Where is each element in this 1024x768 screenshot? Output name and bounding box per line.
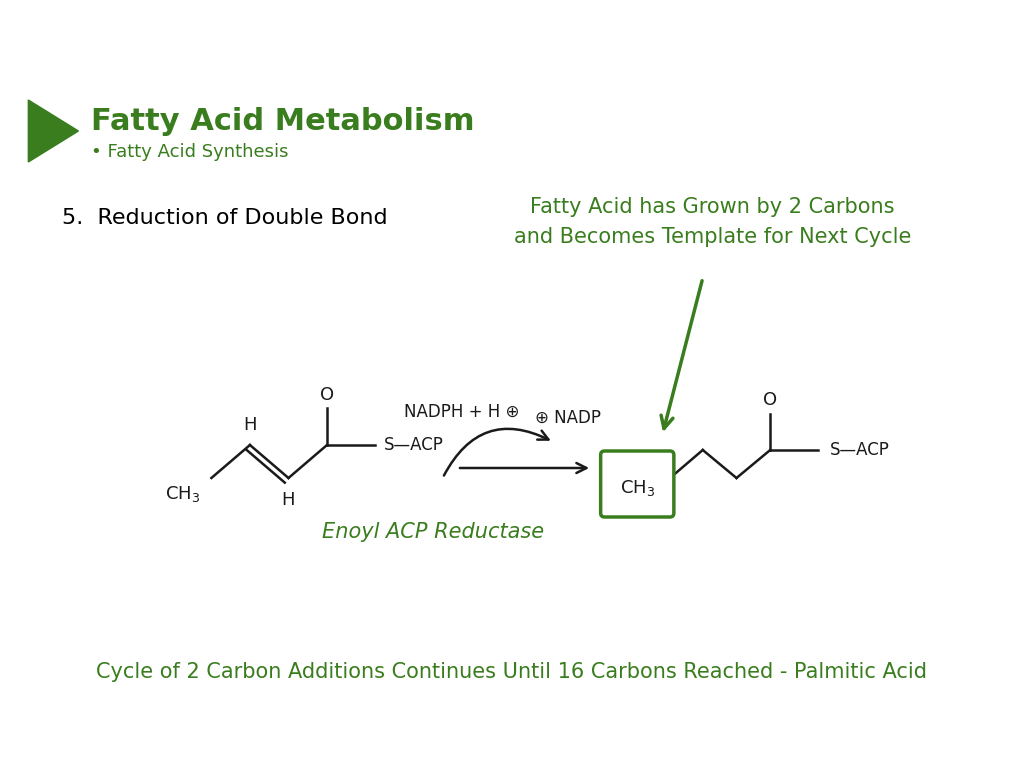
Text: • Fatty Acid Synthesis: • Fatty Acid Synthesis — [91, 143, 289, 161]
Text: 5.  Reduction of Double Bond: 5. Reduction of Double Bond — [62, 208, 388, 228]
Text: $\mathregular{CH_3}$: $\mathregular{CH_3}$ — [620, 478, 655, 498]
Text: H: H — [282, 491, 295, 509]
Text: O: O — [319, 386, 334, 404]
Text: $\mathregular{CH_3}$: $\mathregular{CH_3}$ — [165, 484, 200, 504]
Text: H: H — [243, 416, 257, 434]
Text: NADPH + H ⊕: NADPH + H ⊕ — [404, 403, 519, 421]
Text: S—ACP: S—ACP — [384, 436, 443, 454]
Text: Enoyl ACP Reductase: Enoyl ACP Reductase — [322, 522, 544, 542]
Polygon shape — [29, 100, 79, 162]
Text: Fatty Acid Metabolism: Fatty Acid Metabolism — [91, 108, 474, 137]
Text: ⊕ NADP: ⊕ NADP — [535, 409, 601, 427]
Text: Fatty Acid has Grown by 2 Carbons
and Becomes Template for Next Cycle: Fatty Acid has Grown by 2 Carbons and Be… — [514, 197, 911, 247]
FancyBboxPatch shape — [601, 451, 674, 517]
Text: O: O — [763, 391, 777, 409]
Text: S—ACP: S—ACP — [829, 441, 890, 459]
Text: Cycle of 2 Carbon Additions Continues Until 16 Carbons Reached - Palmitic Acid: Cycle of 2 Carbon Additions Continues Un… — [96, 662, 928, 682]
